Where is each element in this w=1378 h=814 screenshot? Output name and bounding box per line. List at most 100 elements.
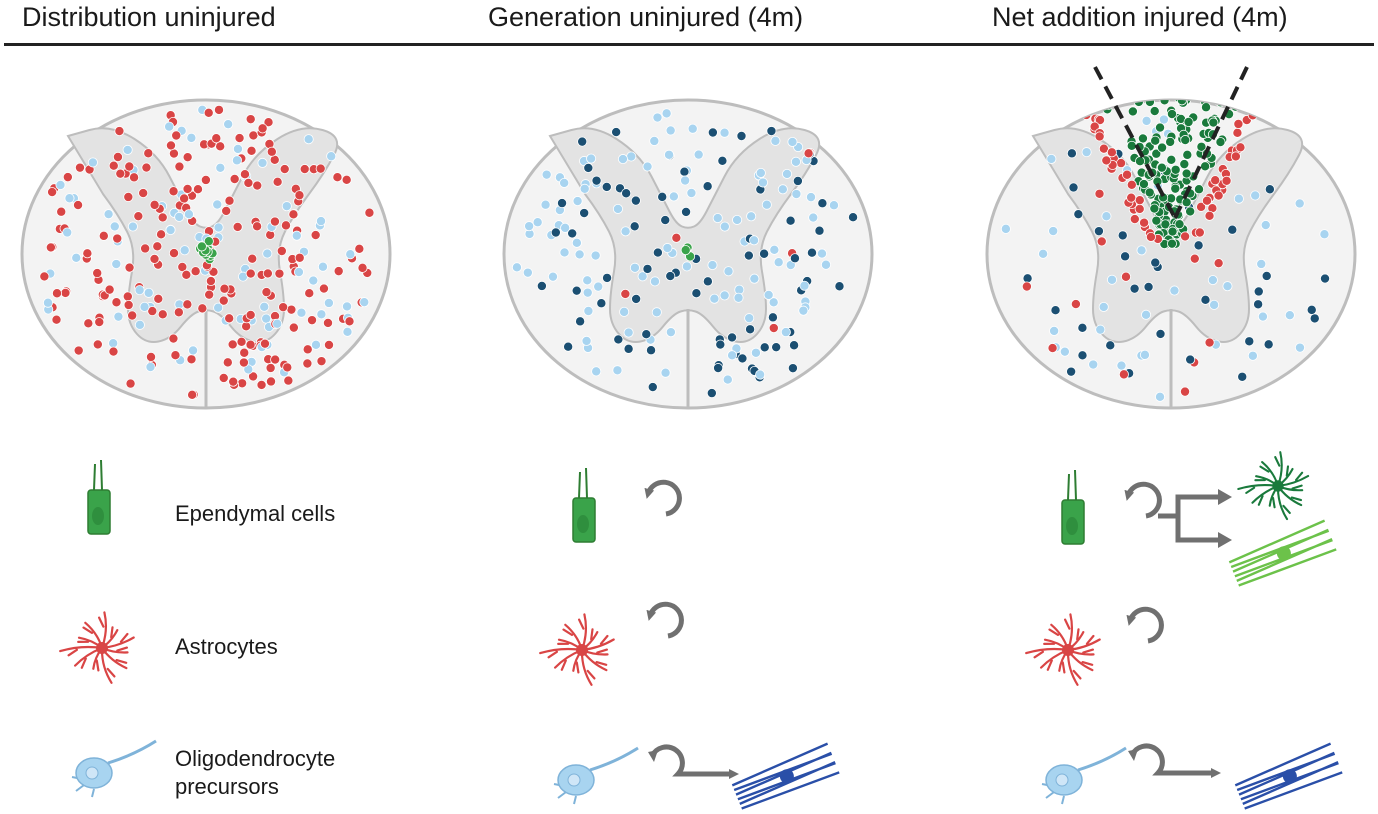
col2-ependymal-icon — [572, 467, 596, 543]
cell-dot — [1247, 350, 1258, 361]
cell-dot — [596, 298, 607, 309]
title-distribution-uninjured: Distribution uninjured — [22, 2, 276, 32]
cell-dot — [617, 154, 628, 165]
cell-dot — [1050, 305, 1061, 316]
scar-cell-dot — [1196, 141, 1207, 152]
cell-dot — [719, 290, 730, 301]
cell-dot — [125, 378, 136, 389]
cell-dot — [586, 153, 597, 164]
scar-astrocyte-dot — [1213, 190, 1224, 201]
cell-dot — [770, 135, 781, 146]
cell-dot — [112, 151, 123, 162]
cell-dot — [706, 388, 717, 399]
cell-dot — [806, 247, 817, 258]
cell-dot — [1256, 258, 1267, 269]
cell-dot — [123, 299, 134, 310]
cell-dot — [602, 272, 613, 283]
cell-dot — [1222, 281, 1233, 292]
cell-dot — [540, 199, 551, 210]
cell-dot — [1094, 188, 1105, 199]
col2-opc-differentiation-arrow — [648, 744, 739, 779]
cell-dot — [248, 130, 259, 141]
scar-cell-dot — [1220, 100, 1231, 106]
cell-dot — [789, 340, 800, 351]
cell-dot — [174, 211, 185, 222]
cell-dot — [522, 267, 533, 278]
cell-dot — [262, 248, 273, 259]
cell-dot — [165, 225, 176, 236]
col3-ependymal-icon — [1061, 469, 1085, 545]
cell-dot — [593, 281, 604, 292]
cell-dot — [702, 276, 713, 287]
cell-dot — [563, 341, 574, 352]
cell-dot — [612, 365, 623, 376]
cell-dot — [591, 366, 602, 377]
cell-dot — [218, 295, 229, 306]
cell-dot — [98, 230, 109, 241]
cell-dot — [231, 155, 242, 166]
cell-dot — [149, 253, 160, 264]
cell-dot — [149, 199, 160, 210]
cell-dot — [245, 309, 256, 320]
scar-astrocyte-dot — [1129, 214, 1140, 225]
scar-cell-dot — [1215, 137, 1226, 148]
cell-dot — [691, 288, 702, 299]
cell-dot — [1185, 354, 1196, 365]
cell-dot — [310, 339, 321, 350]
scar-cell-dot — [1205, 100, 1216, 102]
cell-dot — [263, 117, 274, 128]
cell-dot — [248, 371, 259, 382]
cell-dot — [755, 167, 766, 178]
cell-dots-3 — [1000, 100, 1331, 402]
cell-dot — [707, 127, 718, 138]
cell-dot — [766, 126, 777, 137]
cell-dot — [55, 179, 66, 190]
col2-ependymal-renewal-arrow — [644, 479, 682, 517]
cell-dot — [717, 155, 728, 166]
cell-dot — [246, 145, 257, 156]
cell-dot — [623, 343, 634, 354]
cell-dot — [157, 212, 168, 223]
cell-dot — [82, 248, 93, 259]
cell-dot — [310, 230, 321, 241]
cell-dot — [712, 213, 723, 224]
cell-dot — [613, 334, 624, 345]
title-generation-uninjured: Generation uninjured (4m) — [488, 2, 804, 32]
cell-dot — [771, 342, 782, 353]
cell-dot — [1047, 343, 1058, 354]
cell-dot — [257, 157, 268, 168]
cell-dot — [341, 174, 352, 185]
cell-dot — [174, 161, 185, 172]
cell-dot — [291, 230, 302, 241]
cell-dot — [1141, 309, 1152, 320]
cell-dot — [211, 133, 222, 144]
cell-dot — [1048, 226, 1059, 237]
cell-dots-2 — [511, 108, 859, 399]
cell-dot — [631, 293, 642, 304]
cell-dot — [308, 275, 319, 286]
scar-astrocyte-dot — [1180, 231, 1191, 242]
cell-dot — [215, 162, 226, 173]
scar-cell-dot — [1151, 148, 1162, 159]
cell-dot — [1237, 371, 1248, 382]
cell-dot — [203, 107, 214, 118]
cell-dot — [266, 376, 277, 387]
cell-dot — [582, 275, 593, 286]
cell-dot — [817, 198, 828, 209]
cell-dot — [1098, 301, 1109, 312]
scar-cell-dot — [1182, 149, 1193, 160]
cell-dot — [188, 345, 199, 356]
cell-dot — [723, 266, 734, 277]
scar-cell-dot — [1200, 161, 1211, 172]
cell-dot — [715, 339, 726, 350]
cell-dot — [744, 313, 755, 324]
cell-dot — [687, 123, 698, 134]
cell-dot — [571, 237, 582, 248]
cell-dot — [286, 304, 297, 315]
cell-dot — [304, 288, 315, 299]
cell-dot — [680, 175, 691, 186]
cell-dot — [213, 302, 224, 313]
cell-dot — [73, 345, 84, 356]
cell-dot — [1143, 281, 1154, 292]
cell-dot — [727, 350, 738, 361]
